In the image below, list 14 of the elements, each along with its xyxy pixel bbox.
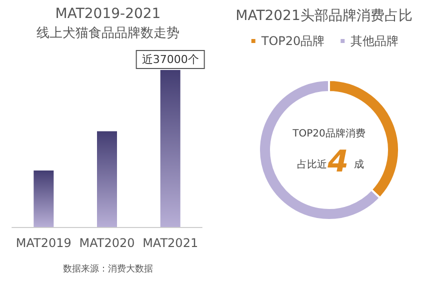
legend-label: 其他品牌 [350, 34, 399, 48]
text: 成 [354, 158, 364, 170]
text: 近37000个 [142, 53, 199, 66]
chart-subtitle: 线上犬猫食品品牌数走势 [36, 26, 180, 41]
chart-title: MAT2019-2021 [55, 6, 161, 22]
chart-title: MAT2021头部品牌消费占比 [236, 8, 412, 24]
source-note: 数据来源：消费大数据 [63, 264, 153, 274]
legend-label: TOP20品牌 [260, 34, 325, 48]
x-tick-label: MAT2021 [142, 236, 198, 250]
text: TOP20品牌消费 [292, 128, 366, 140]
text: 4 [326, 144, 348, 180]
x-tick-label: MAT2020 [79, 236, 135, 250]
text: 占比近 [297, 158, 327, 170]
x-tick-label: MAT2019 [16, 236, 72, 250]
